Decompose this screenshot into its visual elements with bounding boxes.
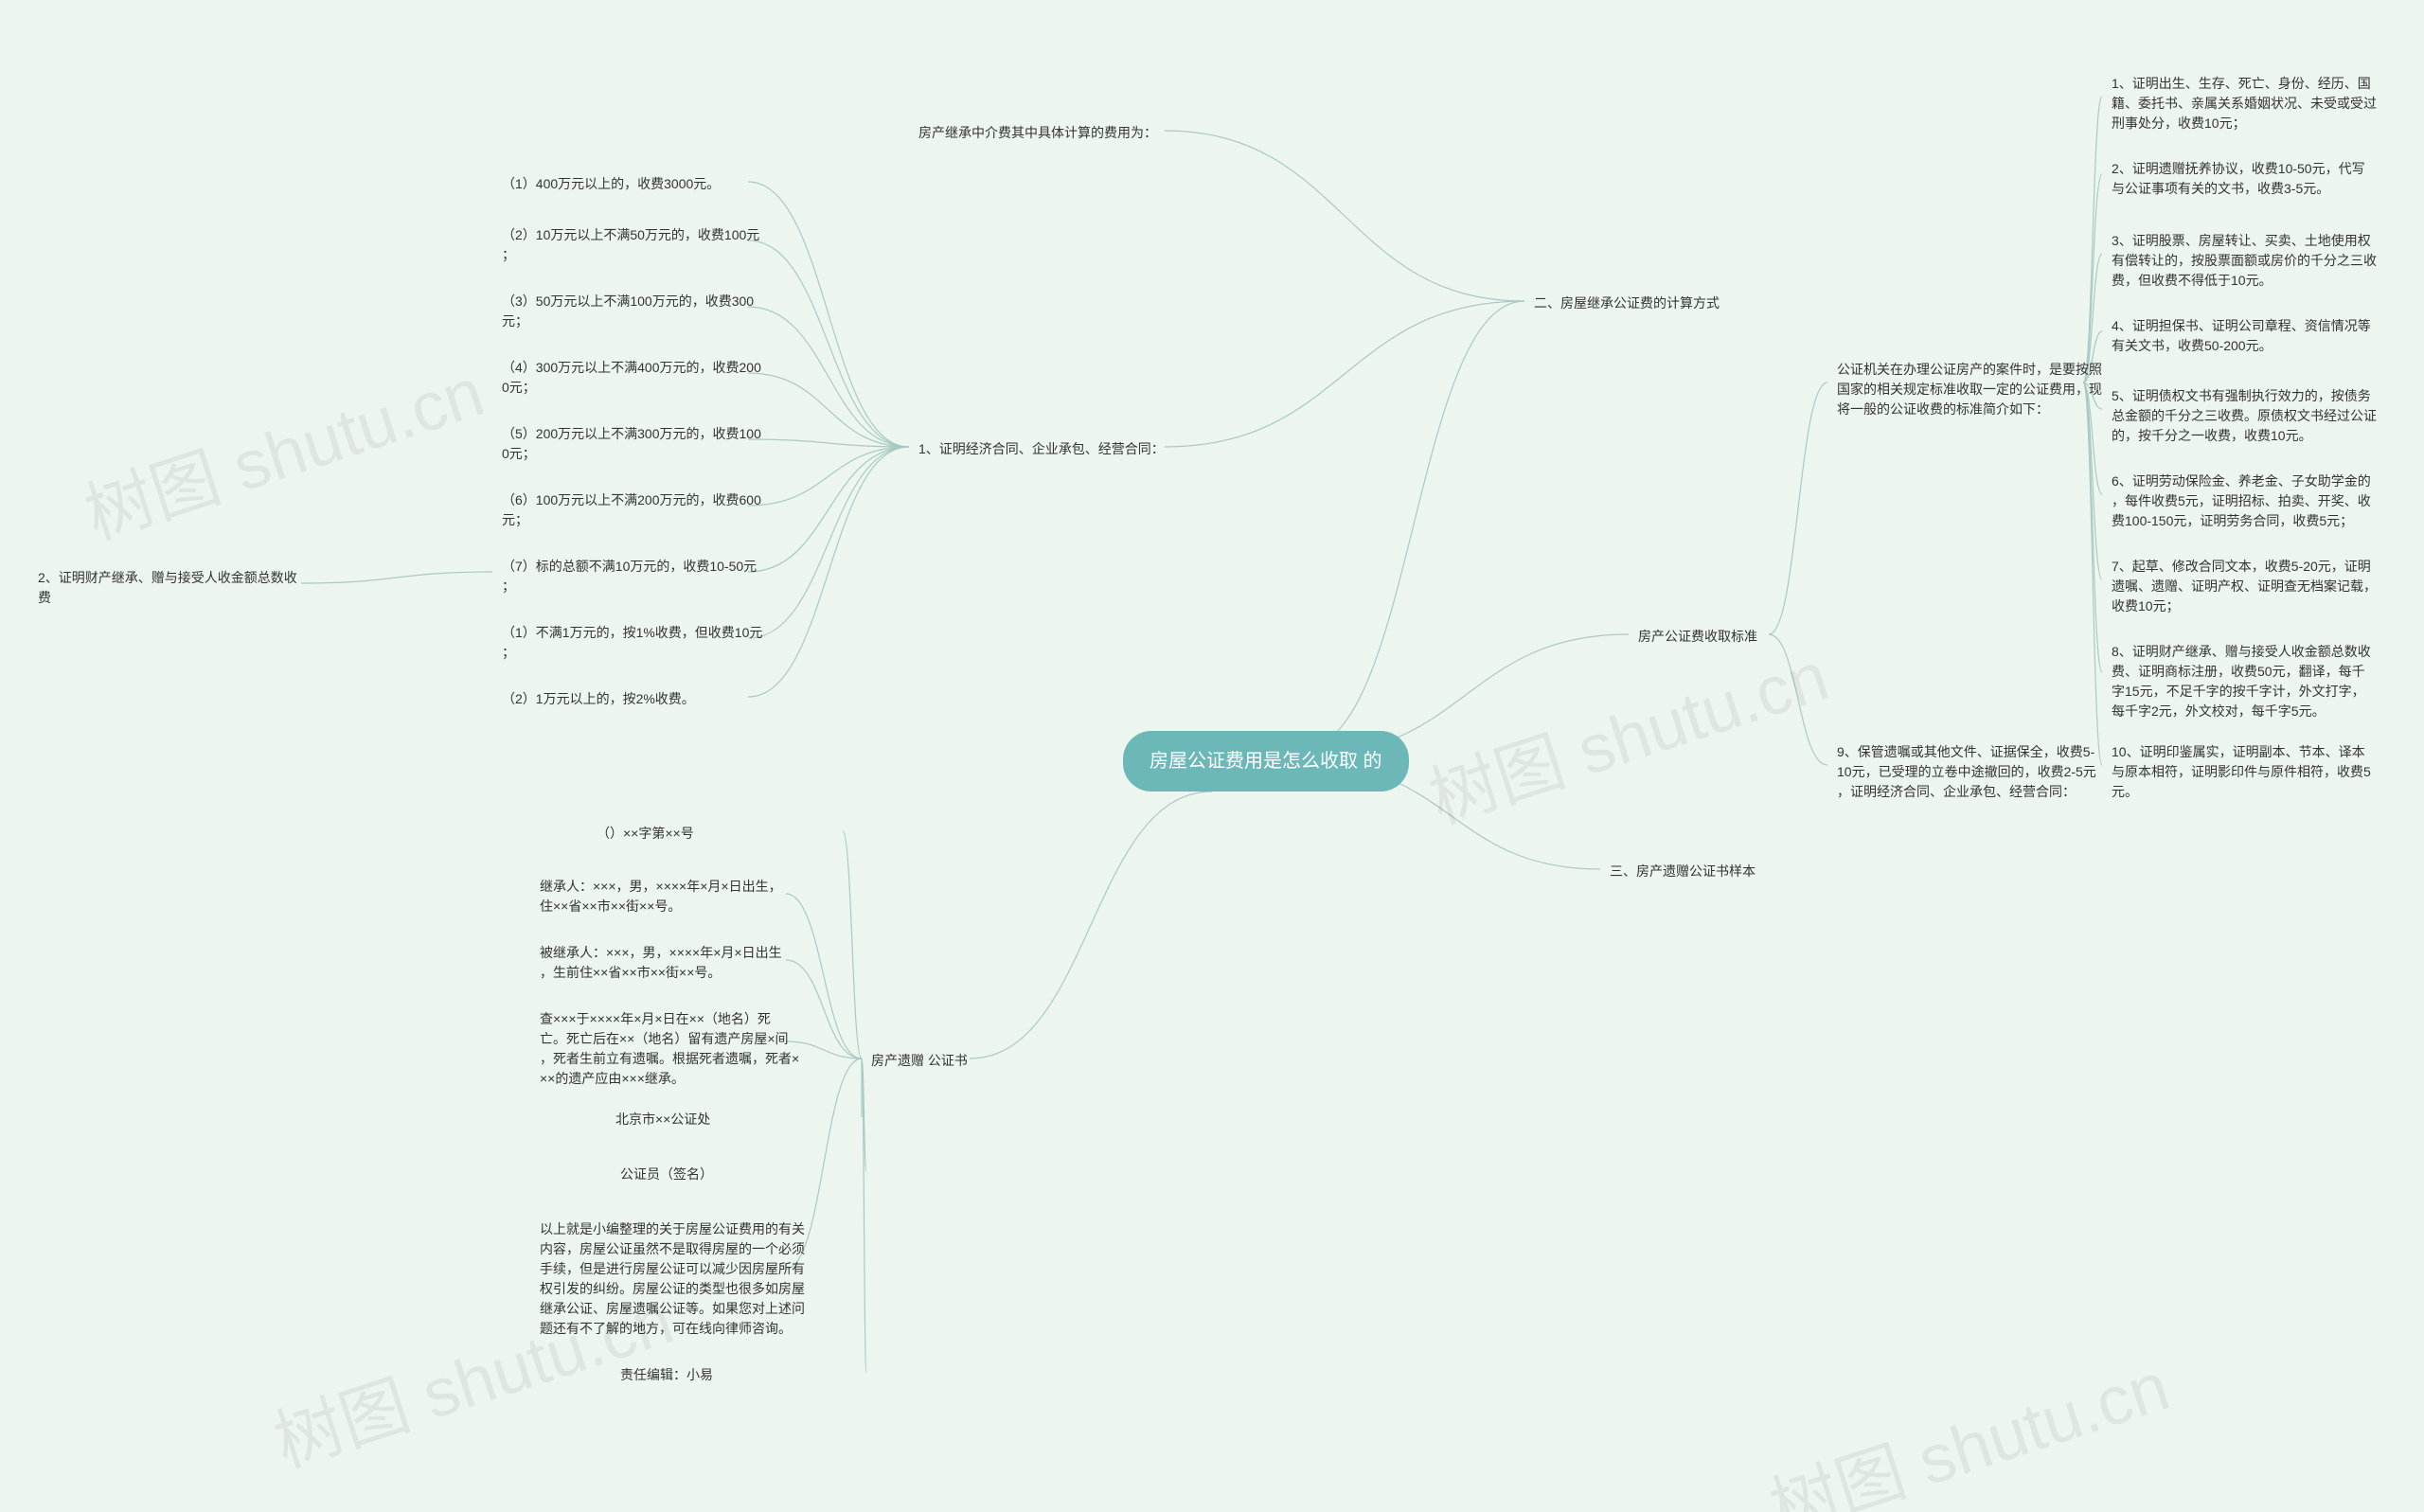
node-r4c2: 继承人：×××，男，××××年×月×日出生， 住××省××市××街××号。 [540, 877, 782, 916]
node-r1c1: 房产继承中介费其中具体计算的费用为： [918, 123, 1157, 143]
node-r4c8: 责任编辑：小易 [620, 1365, 713, 1385]
center-node: 房屋公证费用是怎么收取 的 [1123, 731, 1409, 792]
node-r2c1g: 7、起草、修改合同文本，收费5-20元，证明 遗嘱、遗赠、证明产权、证明查无档案… [2112, 557, 2377, 616]
node-r2c1c: 3、证明股票、房屋转让、买卖、土地使用权 有偿转让的，按股票面额或房价的千分之三… [2112, 231, 2377, 291]
node-r1c2d: （4）300万元以上不满400万元的，收费200 0元； [502, 358, 761, 398]
node-r4c4: 查×××于××××年×月×日在××（地名）死 亡。死亡后在××（地名）留有遗产房… [540, 1009, 799, 1089]
branch-r4: 房产遗赠 公证书 [871, 1051, 968, 1071]
node-r1c2a: （1）400万元以上的，收费3000元。 [502, 174, 720, 194]
branch-r1: 二、房屋继承公证费的计算方式 [1534, 294, 1720, 313]
node-r4c7: 以上就是小编整理的关于房屋公证费用的有关 内容，房屋公证虽然不是取得房屋的一个必… [540, 1219, 805, 1339]
node-r1c2f: （6）100万元以上不满200万元的，收费600 元； [502, 490, 761, 530]
watermark-3: 树图 shutu.cn [1756, 1330, 2179, 1512]
watermark-0: 树图 shutu.cn [70, 336, 493, 559]
node-r2c1: 公证机关在办理公证房产的案件时，是要按照 国家的相关规定标准收取一定的公证费用，… [1837, 360, 2102, 419]
node-r4c6: 公证员（签名） [620, 1165, 713, 1184]
node-r4c1: （）××字第××号 [597, 824, 694, 844]
node-r4c5: 北京市××公证处 [615, 1110, 710, 1130]
node-r2c2: 9、保管遗嘱或其他文件、证据保全，收费5- 10元，已受理的立卷中途撤回的，收费… [1837, 742, 2096, 802]
node-r2c1b: 2、证明遗赠抚养协议，收费10-50元，代写 与公证事项有关的文书，收费3-5元… [2112, 159, 2365, 199]
watermark-1: 树图 shutu.cn [1415, 620, 1838, 843]
node-r2c1a: 1、证明出生、生存、死亡、身份、经历、国 籍、委托书、亲属关系婚姻状况、未受或受… [2112, 74, 2377, 133]
node-r1c2i: （2）1万元以上的，按2%收费。 [502, 689, 695, 709]
node-r1c2e: （5）200万元以上不满300万元的，收费100 0元； [502, 424, 761, 464]
node-r1c2b: （2）10万元以上不满50万元的，收费100元 ； [502, 225, 759, 265]
node-r1c2g: （7）标的总额不满10万元的，收费10-50元 ； [502, 557, 757, 596]
node-r2c1e: 5、证明债权文书有强制执行效力的，按债务 总金额的千分之三收费。原债权文书经过公… [2112, 386, 2377, 446]
node-r2c1h: 8、证明财产继承、赠与接受人收金额总数收 费、证明商标注册，收费50元，翻译，每… [2112, 642, 2371, 721]
node-r2c1f: 6、证明劳动保险金、养老金、子女助学金的 ，每件收费5元，证明招标、拍卖、开奖、… [2112, 471, 2371, 531]
node-r1c2h: （1）不满1万元的，按1%收费，但收费10元 ； [502, 623, 762, 663]
branch-r3: 三、房产遗赠公证书样本 [1610, 862, 1756, 881]
node-r4c3: 被继承人：×××，男，××××年×月×日出生 ，生前住××省××市××街××号。 [540, 943, 782, 983]
node-r1c2c: （3）50万元以上不满100万元的，收费300 元； [502, 292, 754, 331]
node-r1x: 2、证明财产继承、赠与接受人收金额总数收 费 [38, 568, 297, 608]
node-r1c2: 1、证明经济合同、企业承包、经营合同： [918, 439, 1165, 459]
node-r2c1d: 4、证明担保书、证明公司章程、资信情况等 有关文书，收费50-200元。 [2112, 316, 2371, 356]
node-r2c1i: 10、证明印鉴属实，证明副本、节本、译本 与原本相符，证明影印件与原件相符，收费… [2112, 742, 2371, 802]
branch-r2: 房产公证费收取标准 [1638, 627, 1757, 647]
